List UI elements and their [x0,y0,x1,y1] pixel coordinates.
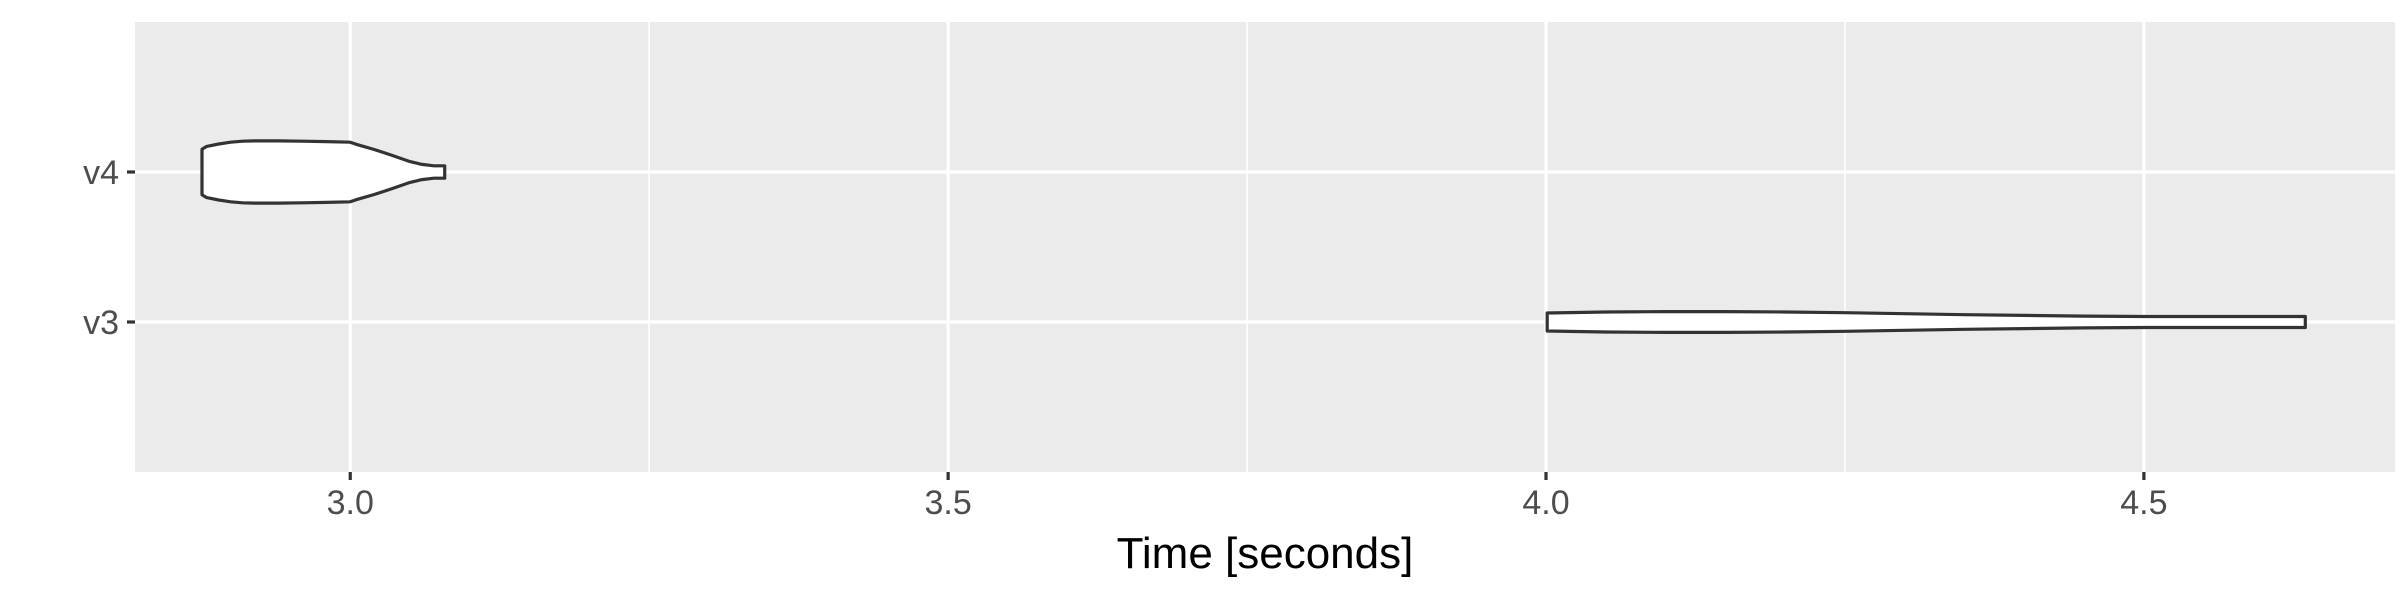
x-axis: 3.0 3.5 4.0 4.5 [327,472,2168,522]
x-tick-label: 3.0 [327,484,374,522]
plot-panel [135,22,2395,472]
x-tick-label: 3.5 [924,484,971,522]
violin-v3 [1545,310,2307,334]
x-axis-title: Time [seconds] [1117,529,1414,578]
violin-v4 [200,139,447,205]
x-tick-label: 4.5 [2120,484,2167,522]
y-tick-label-v4: v4 [83,154,119,192]
y-axis: v3 v4 [83,154,135,342]
violins [200,139,2307,334]
x-tick-label: 4.0 [1522,484,1569,522]
minor-gridlines [648,22,1846,472]
y-tick-label-v3: v3 [83,304,119,342]
